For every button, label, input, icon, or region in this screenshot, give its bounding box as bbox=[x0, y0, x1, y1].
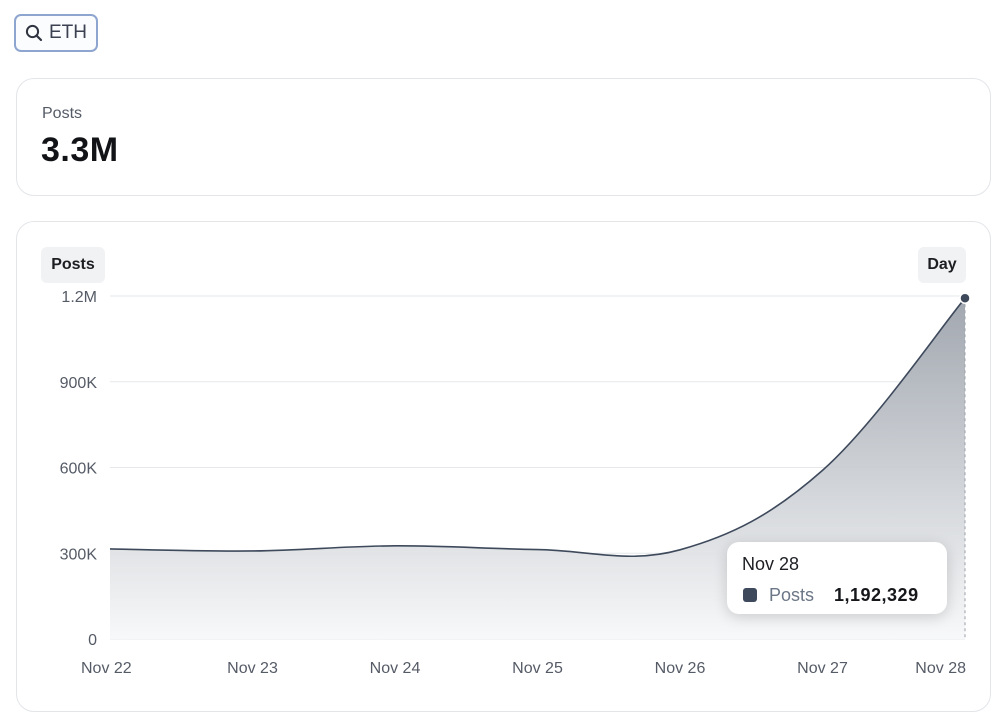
search-icon bbox=[25, 24, 43, 42]
x-tick-label: Nov 25 bbox=[512, 660, 563, 677]
metric-value: 3.3M bbox=[41, 131, 119, 169]
period-selector-button[interactable]: Day bbox=[918, 247, 966, 283]
search-chip[interactable]: ETH bbox=[14, 14, 98, 52]
chart-tooltip: Nov 28 Posts 1,192,329 bbox=[727, 542, 947, 614]
metric-label: Posts bbox=[42, 105, 83, 122]
search-query: ETH bbox=[49, 22, 87, 43]
series-selector-button[interactable]: Posts bbox=[41, 247, 105, 283]
x-tick-label: Nov 22 bbox=[81, 660, 132, 677]
x-tick-label: Nov 24 bbox=[370, 660, 421, 677]
series-line-posts bbox=[109, 297, 966, 558]
posts-metric-card: Posts 3.3M bbox=[16, 78, 991, 196]
x-tick-label: Nov 28 bbox=[915, 660, 966, 677]
tooltip-value: 1,192,329 bbox=[834, 585, 919, 605]
y-tick-label: 600K bbox=[60, 461, 98, 478]
tooltip-series-swatch bbox=[743, 588, 757, 602]
y-tick-label: 0 bbox=[88, 632, 97, 649]
y-tick-label: 300K bbox=[60, 546, 98, 563]
y-tick-label: 900K bbox=[60, 375, 98, 392]
x-tick-label: Nov 27 bbox=[797, 660, 848, 677]
y-tick-label: 1.2M bbox=[61, 289, 97, 306]
x-tick-label: Nov 23 bbox=[227, 660, 278, 677]
x-tick-label: Nov 26 bbox=[655, 660, 706, 677]
tooltip-date: Nov 28 bbox=[742, 554, 800, 574]
data-point bbox=[959, 292, 971, 304]
tooltip-series-name: Posts bbox=[769, 585, 815, 605]
